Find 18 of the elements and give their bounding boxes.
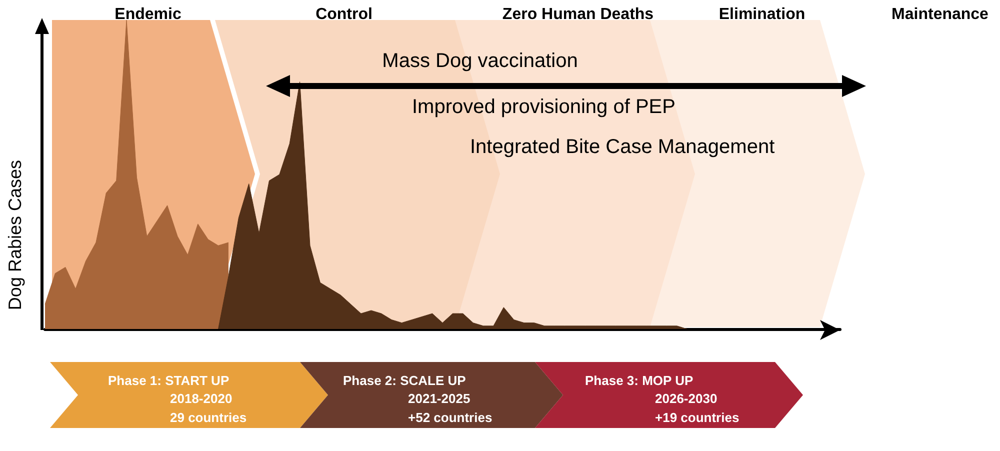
text: Maintenance xyxy=(892,6,988,24)
text: 29 countries xyxy=(170,410,247,425)
y-axis-title: Dog Rabies Cases xyxy=(5,160,25,310)
annotation: Zero Human Deaths xyxy=(502,6,654,24)
text: +19 countries xyxy=(655,410,740,425)
annotation: Control xyxy=(316,6,372,24)
text: +52 countries xyxy=(408,410,492,425)
text: Phase 1: START UP xyxy=(108,373,230,388)
annotation: Improved provisioning of PEP xyxy=(412,96,676,119)
annotation: Elimination xyxy=(718,6,806,24)
text: 2026-2030 xyxy=(655,391,718,406)
annotation: Endemic xyxy=(114,6,182,24)
annotation: Integrated Bite Case Management xyxy=(470,136,775,159)
text: 2018-2020 xyxy=(170,391,232,406)
text: Phase 2: SCALE UP xyxy=(343,373,466,388)
annotation: Mass Dog vaccination xyxy=(382,50,578,73)
text: 2021-2025 xyxy=(408,391,470,406)
text: Phase 3: MOP UP xyxy=(585,373,694,388)
